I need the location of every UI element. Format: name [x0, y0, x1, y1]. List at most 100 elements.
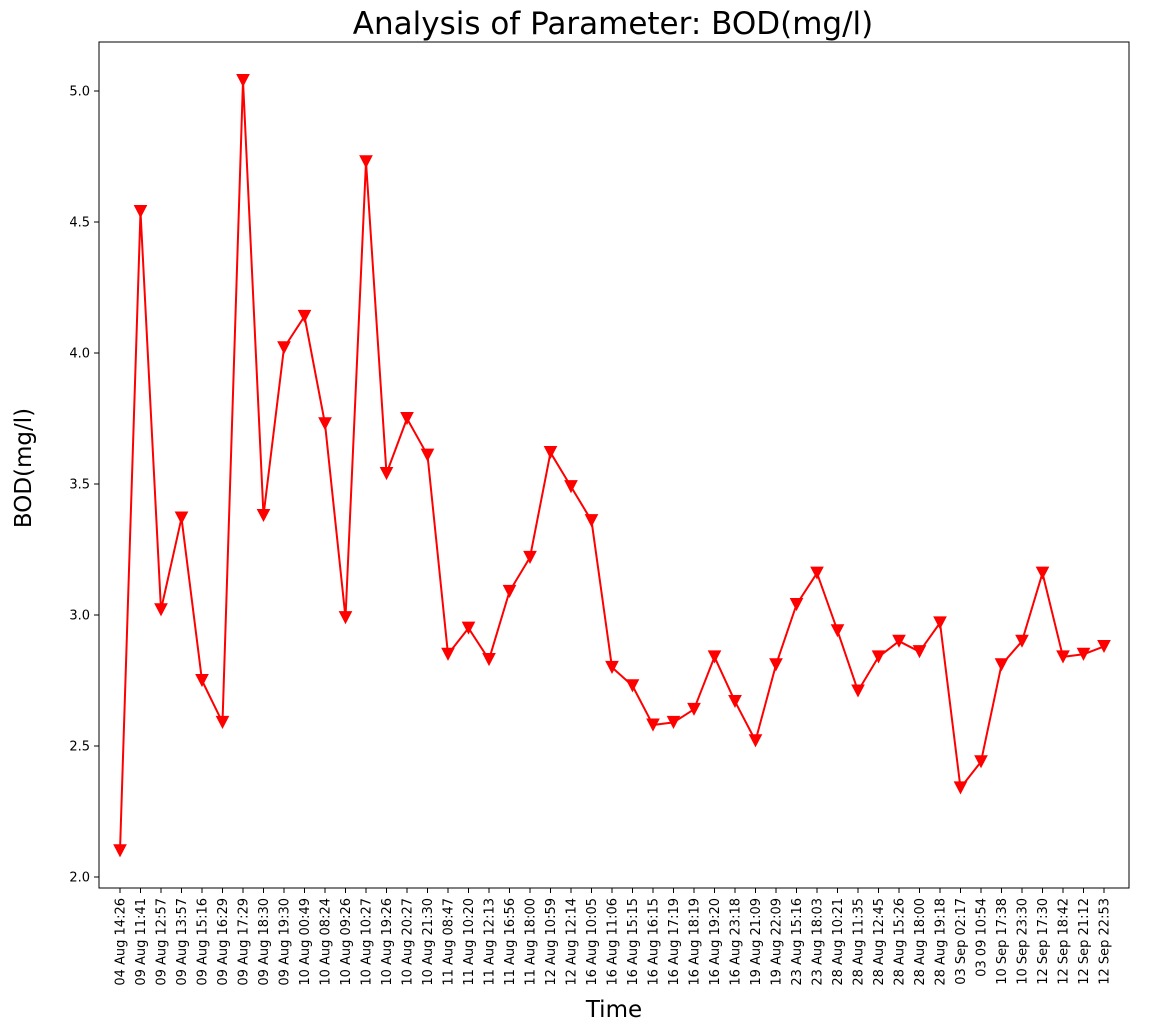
data-point-marker	[974, 755, 988, 769]
data-point-marker	[646, 718, 660, 732]
x-tick-label: 11 Aug 18:00	[524, 898, 539, 986]
y-tick-label: 3.5	[69, 478, 90, 493]
x-tick-label: 10 Aug 19:26	[380, 898, 395, 986]
y-axis-label: BOD(mg/l)	[11, 408, 37, 528]
x-tick-label: 19 Aug 21:09	[749, 898, 764, 986]
x-axis: 04 Aug 14:26 09 Aug 11:41 09 Aug 12:57 09 A…	[114, 888, 1113, 986]
x-tick-label: 23 Aug 15:16	[790, 898, 805, 986]
x-tick-label: 16 Aug 15:15	[626, 898, 641, 986]
data-point-marker	[871, 650, 886, 664]
data-point-marker	[154, 603, 168, 617]
chart-title: Analysis of Parameter: BOD(mg/l)	[353, 6, 873, 42]
data-point-marker	[584, 514, 599, 528]
data-point-marker	[482, 653, 496, 667]
data-point-marker	[195, 674, 209, 688]
x-tick-label: 10 Aug 21:30	[421, 898, 436, 986]
data-point-marker	[687, 702, 701, 716]
data-point-marker	[1056, 650, 1070, 664]
x-tick-label: 09 Aug 18:30	[257, 898, 272, 986]
y-tick-label: 4.0	[69, 347, 90, 362]
data-point-marker	[707, 650, 722, 664]
data-point-marker	[1076, 647, 1091, 661]
x-tick-label: 16 Aug 23:18	[729, 898, 744, 986]
data-point-marker	[994, 658, 1009, 672]
data-point-marker	[912, 645, 927, 659]
x-tick-label: 12 Sep 21:12	[1077, 898, 1092, 985]
x-tick-label: 28 Aug 10:21	[831, 898, 846, 986]
x-tick-label: 11 Aug 08:47	[442, 898, 457, 986]
x-tick-label: 12 Aug 10:59	[544, 898, 559, 986]
x-tick-label: 09 Aug 11:41	[134, 898, 149, 986]
x-tick-label: 28 Aug 12:45	[872, 898, 887, 986]
x-tick-label: 11 Aug 10:20	[462, 898, 477, 986]
x-tick-label: 09 Aug 15:16	[196, 898, 211, 986]
data-point-marker	[297, 309, 312, 323]
data-point-marker	[256, 508, 271, 523]
data-point-marker	[379, 467, 394, 481]
x-tick-label: 10 Aug 09:26	[339, 898, 354, 986]
x-tick-label: 16 Aug 17:19	[667, 898, 682, 986]
x-tick-label: 16 Aug 18:19	[688, 898, 703, 986]
data-point-marker	[851, 684, 865, 698]
data-point-marker	[420, 448, 435, 462]
series-line	[119, 79, 1105, 851]
data-point-marker	[1035, 566, 1050, 580]
data-point-marker	[625, 679, 640, 693]
series-layer	[113, 74, 1111, 858]
x-tick-label: 09 Aug 13:57	[175, 898, 190, 986]
x-tick-label: 28 Aug 15:26	[893, 898, 908, 986]
x-tick-label: 10 Sep 17:38	[995, 898, 1010, 985]
data-point-marker	[605, 660, 619, 674]
x-tick-label: 11 Aug 16:56	[503, 898, 518, 986]
data-point-marker	[400, 412, 414, 426]
x-tick-label: 09 Aug 16:29	[216, 898, 231, 986]
x-tick-label: 12 Aug 12:14	[565, 898, 580, 986]
y-tick-label: 3.0	[69, 609, 90, 624]
y-tick-label: 4.5	[69, 216, 90, 231]
data-point-marker	[236, 74, 250, 88]
data-point-marker	[830, 624, 845, 638]
x-tick-label: 16 Aug 16:15	[647, 898, 662, 986]
x-tick-label: 11 Aug 12:13	[483, 898, 498, 986]
data-point-marker	[277, 341, 291, 355]
x-tick-label: 10 Sep 23:30	[1016, 898, 1031, 985]
x-tick-label: 09 Aug 12:57	[155, 898, 170, 986]
data-point-marker	[728, 694, 742, 709]
x-tick-label: 10 Aug 20:27	[401, 898, 416, 986]
data-point-marker	[1015, 634, 1029, 648]
x-tick-label: 19 Aug 22:09	[770, 898, 785, 986]
plot-area-frame	[98, 41, 1130, 889]
data-point-marker	[318, 417, 332, 431]
data-point-marker	[133, 205, 148, 219]
data-point-marker	[953, 781, 968, 795]
data-point-marker	[769, 658, 783, 672]
data-point-marker	[441, 647, 455, 661]
data-point-marker	[666, 715, 681, 730]
x-tick-label: 12 Sep 22:53	[1098, 898, 1113, 985]
data-point-marker	[543, 446, 558, 460]
data-point-marker	[523, 550, 537, 564]
x-tick-label: 10 Aug 08:24	[319, 898, 334, 986]
data-point-marker	[502, 584, 517, 599]
data-point-marker	[338, 611, 353, 625]
x-tick-label: 03 09 10:54	[975, 898, 990, 977]
x-tick-label: 10 Aug 00:49	[298, 898, 313, 986]
x-tick-label: 28 Aug 11:35	[852, 898, 867, 986]
x-tick-label: 16 Aug 11:06	[606, 898, 621, 986]
data-point-marker	[892, 634, 906, 648]
x-tick-label: 16 Aug 10:05	[585, 898, 600, 986]
data-point-marker	[810, 566, 824, 580]
y-tick-label: 2.0	[69, 871, 90, 886]
x-tick-label: 10 Aug 10:27	[360, 898, 375, 986]
x-axis-label: Time	[585, 997, 642, 1023]
data-point-marker	[1097, 639, 1111, 654]
y-axis: 2.0 2.5 3.0 3.5 4.0 4.5 5.0	[69, 85, 99, 886]
data-point-marker	[564, 480, 578, 494]
data-point-marker	[461, 621, 476, 635]
x-tick-label: 23 Aug 18:03	[811, 898, 826, 986]
y-tick-label: 5.0	[69, 85, 90, 100]
x-tick-label: 09 Aug 19:30	[278, 898, 293, 986]
data-point-marker	[933, 616, 947, 630]
